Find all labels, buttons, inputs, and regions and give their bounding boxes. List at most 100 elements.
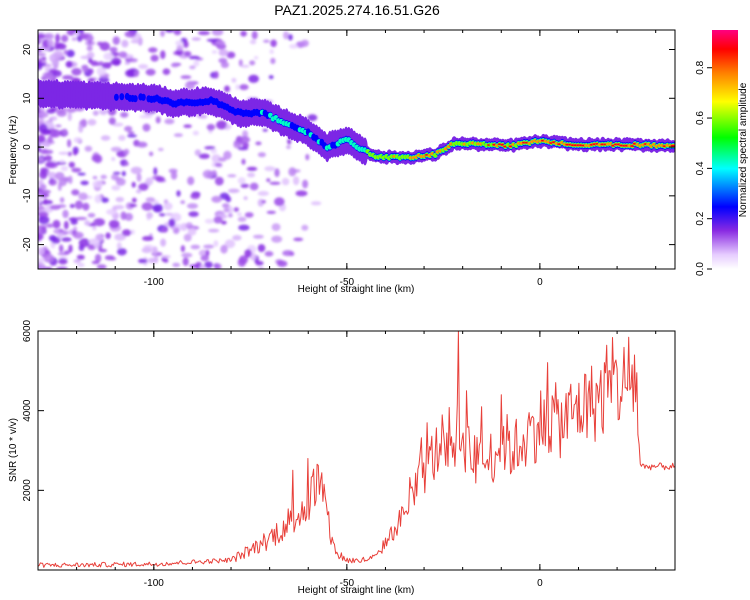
noise-blob — [38, 37, 41, 46]
noise-blob — [214, 176, 224, 186]
noise-blob — [75, 216, 88, 221]
noise-blob — [66, 49, 75, 58]
noise-blob — [214, 263, 222, 269]
noise-blob — [187, 176, 195, 186]
noise-blob — [126, 134, 137, 138]
noise-blob — [214, 162, 223, 167]
ridge-point — [119, 93, 125, 101]
noise-blob — [109, 47, 118, 52]
noise-blob — [121, 39, 129, 48]
spectrogram-y-label: Frequency (Hz) — [8, 116, 19, 185]
noise-blob — [100, 174, 107, 180]
noise-blob — [244, 249, 252, 258]
noise-blob — [222, 203, 230, 208]
noise-blob — [116, 242, 122, 250]
noise-blob — [145, 177, 154, 186]
spectrogram-x-ticks: -100 -50 0 — [37, 30, 657, 288]
noise-blob — [238, 224, 250, 231]
noise-blob — [96, 41, 103, 46]
noise-blob — [237, 146, 249, 151]
noise-blob — [242, 130, 249, 139]
noise-blob — [104, 255, 115, 261]
noise-blob — [127, 58, 138, 63]
x-tick-label: -50 — [340, 578, 355, 589]
noise-blob — [78, 124, 84, 133]
y-tick-label: 6000 — [22, 319, 33, 342]
noise-blob — [227, 188, 240, 193]
noise-blob — [235, 84, 240, 90]
noise-blob — [38, 233, 43, 242]
noise-blob — [302, 179, 309, 189]
noise-blob — [242, 142, 249, 149]
noise-blob — [255, 260, 264, 266]
noise-blob — [164, 118, 175, 125]
noise-blob — [123, 148, 130, 156]
noise-blob — [94, 194, 102, 204]
noise-blob — [225, 196, 232, 203]
noise-blob — [241, 158, 246, 165]
noise-blob — [63, 250, 71, 255]
noise-blob — [138, 183, 149, 191]
x-tick-label: -100 — [144, 277, 164, 288]
noise-blob — [38, 134, 46, 143]
y-tick-label: -10 — [22, 188, 33, 203]
noise-blob — [204, 218, 214, 224]
noise-blob — [249, 39, 257, 45]
noise-blob — [237, 258, 247, 267]
noise-blob — [56, 266, 68, 269]
noise-blob — [61, 34, 69, 43]
noise-blob — [141, 202, 153, 211]
noise-blob — [173, 30, 182, 36]
noise-blob — [98, 61, 104, 65]
noise-blob — [71, 68, 82, 76]
snr-frame — [37, 330, 676, 571]
noise-blob — [58, 244, 64, 253]
noise-blob — [199, 264, 206, 269]
y-tick-label: 0 — [22, 144, 33, 150]
noise-blob — [69, 203, 75, 209]
ridge-point — [141, 93, 146, 101]
y-tick-label: 2000 — [22, 479, 33, 502]
noise-blob — [249, 182, 259, 191]
noise-blob — [131, 197, 137, 203]
noise-blob — [115, 196, 125, 203]
noise-blob — [135, 189, 142, 194]
noise-blob — [293, 237, 304, 242]
noise-blob — [226, 51, 236, 59]
noise-blob — [160, 50, 166, 60]
noise-blob — [152, 246, 158, 255]
noise-blob — [93, 239, 100, 248]
noise-blob — [212, 169, 217, 176]
colorbar-tick-label: 0.2 — [695, 211, 706, 225]
noise-blob — [92, 180, 104, 188]
colorbar-tick-label: 0.0 — [695, 262, 706, 276]
noise-blob — [59, 159, 65, 163]
noise-blob — [186, 203, 199, 209]
noise-blob — [56, 110, 67, 117]
noise-blob — [38, 62, 43, 71]
noise-blob — [168, 218, 176, 228]
noise-blob — [81, 64, 89, 73]
noise-blob — [130, 229, 135, 235]
noise-blob — [220, 61, 229, 68]
noise-blob — [58, 258, 68, 265]
noise-blob — [77, 262, 85, 268]
noise-blob — [124, 30, 136, 38]
noise-blob — [134, 70, 139, 77]
noise-blob — [223, 150, 232, 160]
noise-blob — [158, 213, 166, 217]
noise-blob — [148, 47, 158, 53]
noise-blob — [38, 153, 41, 158]
noise-blob — [41, 142, 51, 147]
noise-blob — [67, 139, 72, 148]
noise-blob — [72, 231, 84, 239]
noise-blob — [173, 133, 183, 138]
noise-blob — [269, 181, 281, 185]
noise-blob — [62, 128, 68, 135]
noise-blob — [268, 75, 274, 80]
noise-blob — [136, 141, 148, 148]
noise-blob — [289, 44, 299, 49]
noise-blob — [204, 261, 213, 269]
ridge-point — [114, 93, 119, 101]
